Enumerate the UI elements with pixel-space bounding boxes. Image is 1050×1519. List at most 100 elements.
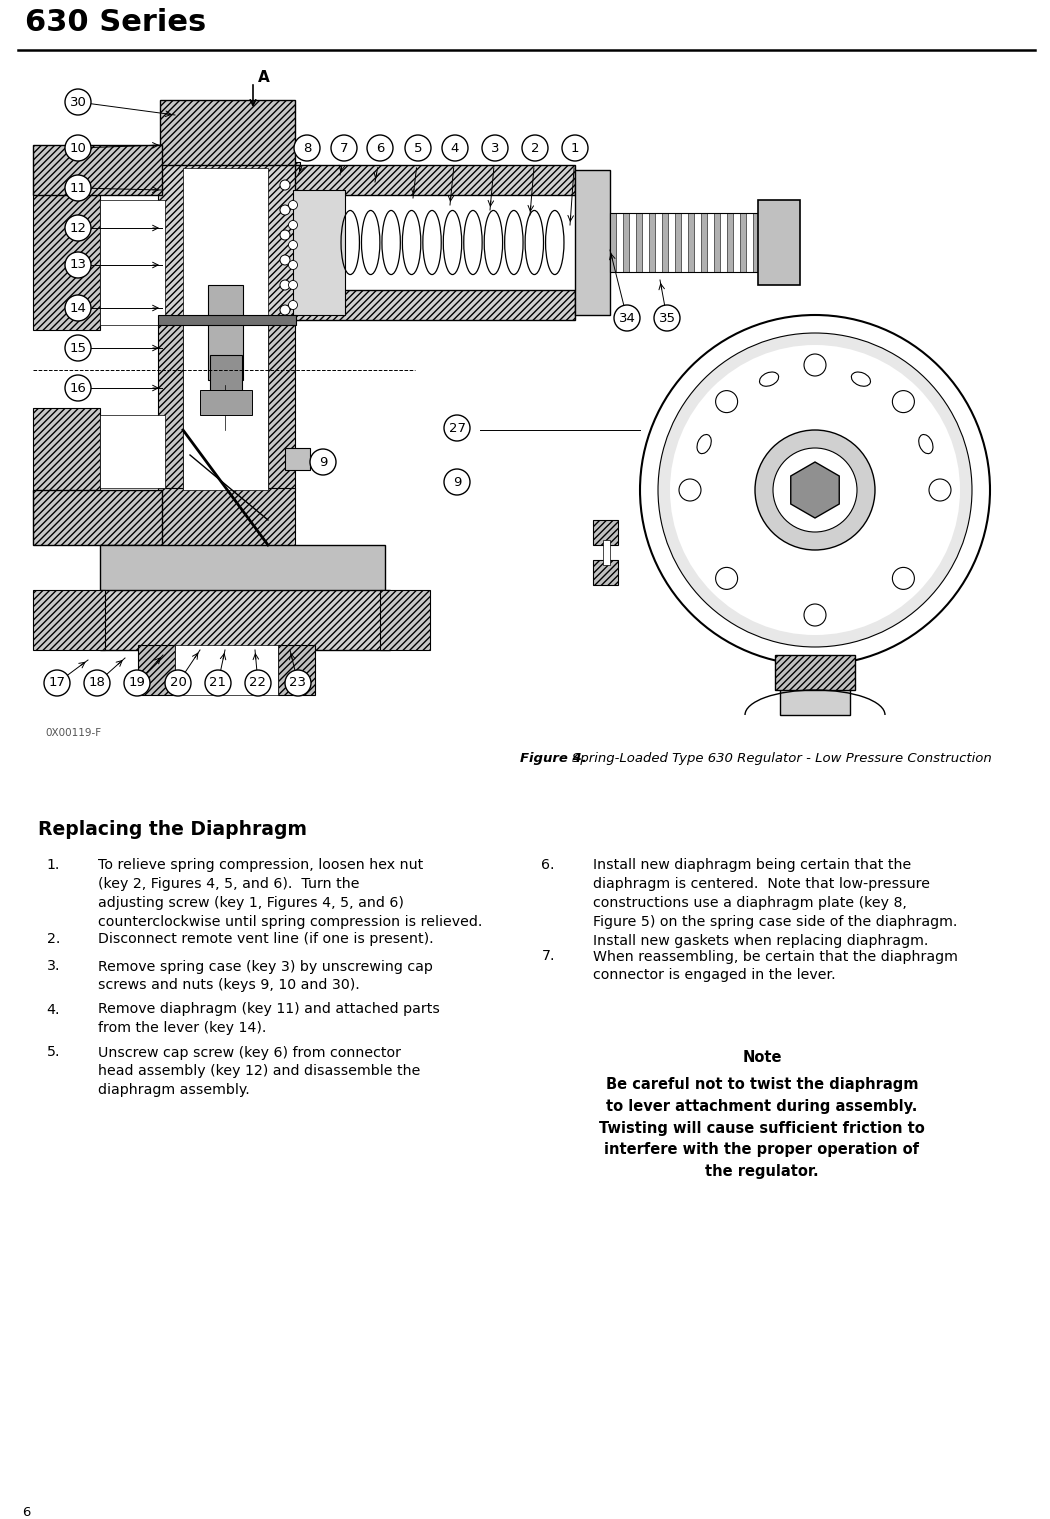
Text: Be careful not to twist the diaphragm
to lever attachment during assembly.
Twist: Be careful not to twist the diaphragm to… [600,1077,925,1179]
Bar [100,415,165,488]
Circle shape [640,314,990,665]
Circle shape [65,90,91,115]
Circle shape [522,135,548,161]
Circle shape [280,179,290,190]
Polygon shape [791,462,839,518]
Text: 0X00119-F: 0X00119-F [45,728,101,738]
Text: 23: 23 [290,676,307,690]
Text: Spring-Loaded Type 630 Regulator - Low Pressure Construction: Spring-Loaded Type 630 Regulator - Low P… [572,752,992,766]
Circle shape [289,201,297,210]
Circle shape [929,478,951,501]
Bar [183,169,268,491]
Circle shape [44,670,70,696]
Text: 20: 20 [169,676,187,690]
Text: When reassembling, be certain that the diaphragm
connector is engaged in the lev: When reassembling, be certain that the d… [593,949,958,983]
Text: 6: 6 [376,141,384,155]
Text: 12: 12 [69,222,86,234]
Text: 14: 14 [69,301,86,314]
Bar [753,213,759,272]
Bar [158,317,183,491]
Ellipse shape [852,372,870,386]
Text: 30: 30 [69,96,86,108]
Circle shape [773,448,857,532]
Text: 13: 13 [69,258,86,272]
Circle shape [65,295,91,321]
Circle shape [442,135,468,161]
Text: 18: 18 [88,676,105,690]
Bar [766,213,772,272]
Text: 11: 11 [69,181,86,194]
Circle shape [289,281,297,290]
Text: 9: 9 [319,456,328,468]
Text: 4: 4 [450,141,459,155]
Circle shape [331,135,357,161]
Text: A: A [258,70,270,85]
Circle shape [280,229,290,240]
Circle shape [310,450,336,475]
Text: Unscrew cap screw (key 6) from connector
head assembly (key 12) and disassemble : Unscrew cap screw (key 6) from connector… [98,1045,420,1097]
Circle shape [368,135,393,161]
Bar [780,685,850,715]
Circle shape [289,240,297,249]
Bar [701,213,707,272]
Text: 2: 2 [530,141,540,155]
Text: 7.: 7. [542,949,555,963]
Text: 34: 34 [618,311,635,325]
Circle shape [892,390,915,413]
Bar [33,409,100,492]
Text: 35: 35 [658,311,675,325]
Text: Replacing the Diaphragm: Replacing the Diaphragm [38,820,307,838]
Bar [610,213,616,272]
Bar [278,646,315,696]
Bar [33,589,105,650]
Text: To relieve spring compression, loosen hex nut
(key 2, Figures 4, 5, and 6).  Tur: To relieve spring compression, loosen he… [98,858,482,928]
Bar [200,390,252,415]
Bar [160,100,295,166]
Bar [175,646,278,696]
Ellipse shape [697,434,711,454]
Ellipse shape [919,434,933,454]
Text: 3.: 3. [46,960,60,974]
Circle shape [65,375,91,401]
Bar [623,213,629,272]
Circle shape [289,260,297,269]
Text: 27: 27 [448,421,465,434]
Bar [727,213,733,272]
Circle shape [65,175,91,201]
Text: 17: 17 [48,676,65,690]
Text: Install new diaphragm being certain that the
diaphragm is centered.  Note that l: Install new diaphragm being certain that… [593,858,958,948]
Text: Disconnect remote vent line (if one is present).: Disconnect remote vent line (if one is p… [98,933,434,946]
Circle shape [165,670,191,696]
Circle shape [804,354,826,377]
Circle shape [84,670,110,696]
Text: Remove spring case (key 3) by unscrewing cap
screws and nuts (keys 9, 10 and 30): Remove spring case (key 3) by unscrewing… [98,960,433,992]
Circle shape [245,670,271,696]
Circle shape [654,305,680,331]
Bar [100,201,165,325]
Text: 19: 19 [128,676,146,690]
Bar [688,213,694,272]
Text: 15: 15 [69,342,86,354]
Circle shape [755,430,875,550]
Text: 1.: 1. [46,858,60,872]
Bar [158,488,295,550]
Text: 6.: 6. [542,858,555,872]
Bar [33,144,162,194]
Bar [575,170,610,314]
Text: Note: Note [742,1050,782,1065]
Text: 7: 7 [340,141,349,155]
Text: 10: 10 [69,141,86,155]
Bar [268,317,295,491]
Bar [33,193,100,330]
Text: 2.: 2. [46,933,60,946]
Bar [210,355,242,395]
Text: 9: 9 [453,475,461,489]
Circle shape [65,135,91,161]
Text: 16: 16 [69,381,86,395]
Ellipse shape [759,372,779,386]
Bar [636,213,642,272]
Circle shape [280,279,290,290]
Text: 8: 8 [302,141,311,155]
Circle shape [205,670,231,696]
Text: 4.: 4. [46,1003,60,1016]
